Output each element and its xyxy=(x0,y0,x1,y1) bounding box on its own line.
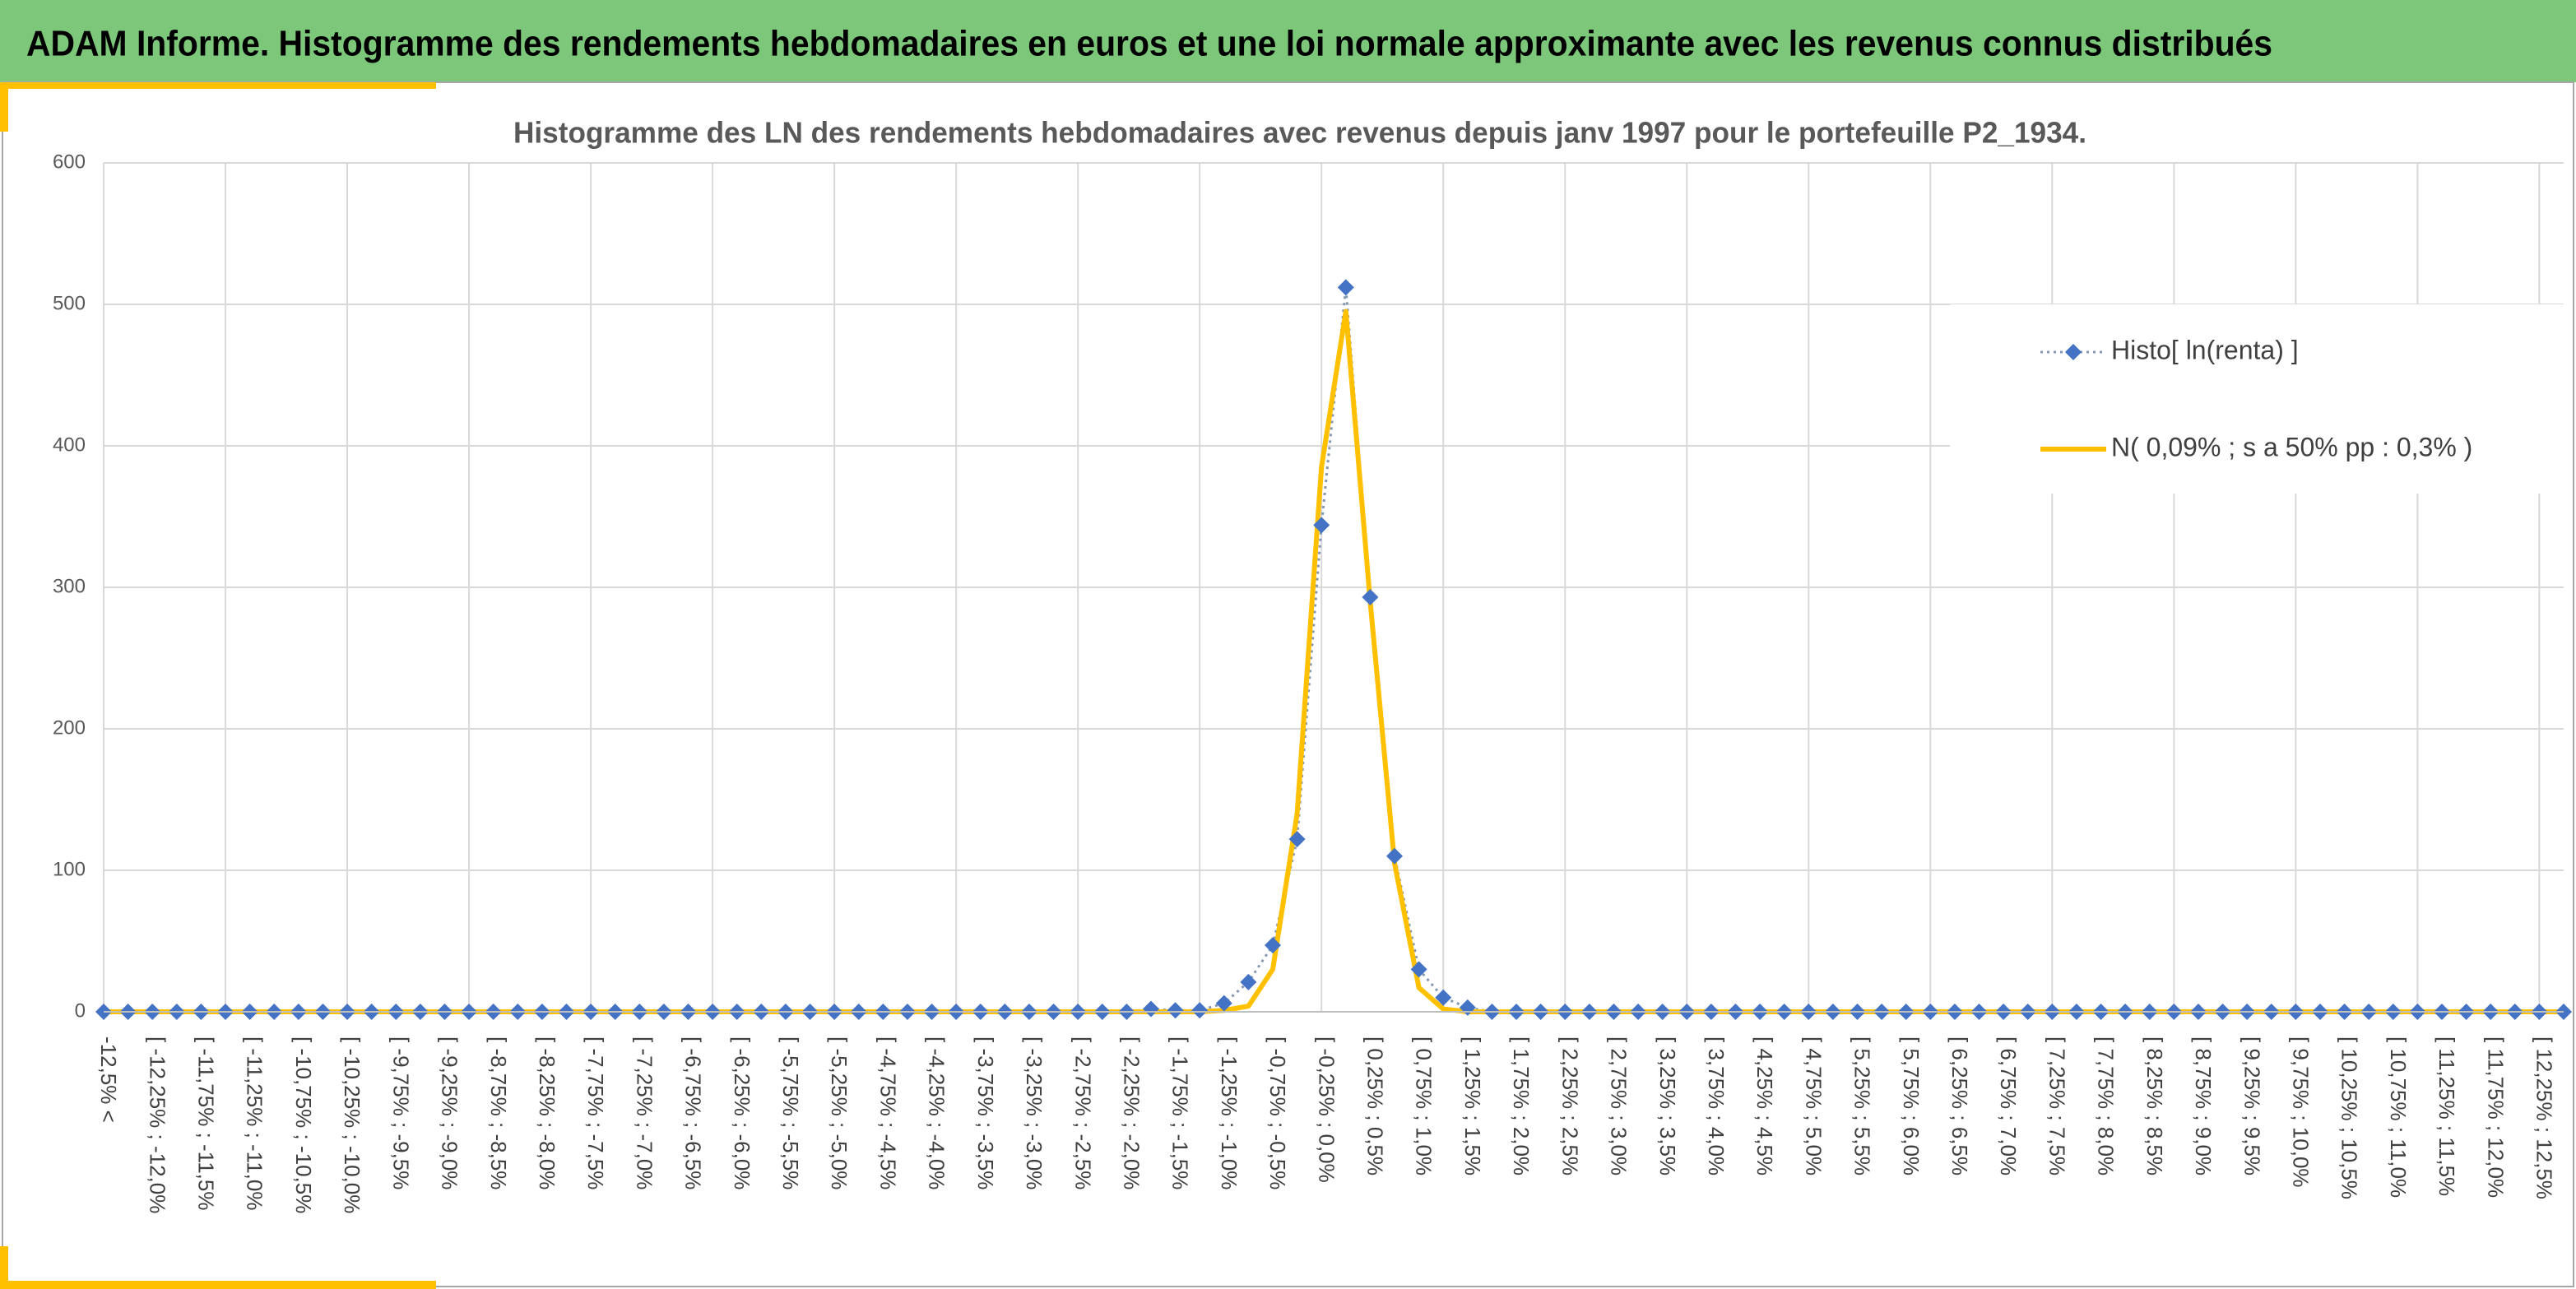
x-tick-label: [ 8,25% ; 8,5% xyxy=(2142,1036,2167,1175)
x-tick-label: [ -6,75% ; -6,5% xyxy=(681,1036,706,1189)
x-tick-label: [ -4,25% ; -4,0% xyxy=(925,1036,949,1189)
marker xyxy=(1288,831,1306,848)
accent xyxy=(0,1281,436,1289)
y-tick-label: 500 xyxy=(53,292,86,314)
marker xyxy=(1215,995,1232,1012)
marker xyxy=(1142,1000,1159,1018)
x-tick-label: [ -3,25% ; -3,0% xyxy=(1022,1036,1047,1189)
x-tick-label: [ -11,25% ; -11,0% xyxy=(243,1036,267,1210)
x-tick-label: [ -8,75% ; -8,5% xyxy=(486,1036,511,1189)
x-tick-label: [ 11,25% ; 11,5% xyxy=(2434,1036,2459,1196)
accent xyxy=(0,1246,8,1289)
x-tick-label: [ 0,25% ; 0,5% xyxy=(1363,1036,1388,1175)
x-tick-label: [ -5,25% ; -5,0% xyxy=(827,1036,852,1189)
x-tick-label: [ -0,25% ; 0,0% xyxy=(1314,1036,1339,1183)
x-tick-label: [ 3,75% ; 4,0% xyxy=(1704,1036,1729,1175)
marker xyxy=(1313,517,1330,534)
marker xyxy=(1362,589,1379,606)
legend-label: N( 0,09% ; s a 50% pp : 0,3% ) xyxy=(2111,432,2472,461)
y-tick-label: 100 xyxy=(53,858,86,880)
x-tick-label: [ -9,75% ; -9,5% xyxy=(388,1036,413,1189)
x-tick-label: [ 10,75% ; 11,0% xyxy=(2386,1036,2411,1198)
x-tick-label: [ 6,75% ; 7,0% xyxy=(1996,1036,2021,1175)
x-tick-label: [ 5,25% ; 5,5% xyxy=(1850,1036,1875,1175)
y-tick-label: 600 xyxy=(53,151,86,173)
x-tick-label: [ 7,75% ; 8,0% xyxy=(2094,1036,2119,1175)
x-tick-label: [ 9,25% ; 9,5% xyxy=(2239,1036,2264,1175)
marker xyxy=(1386,847,1404,865)
marker xyxy=(1191,1002,1209,1019)
x-tick-label: [ 2,75% ; 3,0% xyxy=(1607,1036,1631,1175)
x-tick-label: [ -4,75% ; -4,5% xyxy=(875,1036,900,1189)
x-tick-label: [ 3,25% ; 3,5% xyxy=(1655,1036,1680,1175)
y-tick-label: 400 xyxy=(53,434,86,456)
x-tick-label: [ -10,25% ; -10,0% xyxy=(340,1036,364,1213)
legend-marker xyxy=(2065,344,2082,360)
marker xyxy=(1264,937,1281,954)
x-tick-label: [ -2,25% ; -2,0% xyxy=(1119,1036,1144,1189)
x-tick-label: [ -8,25% ; -8,0% xyxy=(535,1036,559,1189)
marker xyxy=(1435,989,1452,1006)
x-tick-label: [ -11,75% ; -11,5% xyxy=(194,1036,219,1210)
marker xyxy=(1337,279,1354,296)
x-tick-label: [ 5,75% ; 6,0% xyxy=(1899,1036,1924,1175)
header-bar xyxy=(0,0,2576,82)
x-tick-label: [ 1,75% ; 2,0% xyxy=(1509,1036,1534,1175)
x-tick-label: [ -10,75% ; -10,5% xyxy=(291,1036,316,1213)
x-tick-label: [ -2,75% ; -2,5% xyxy=(1070,1036,1095,1189)
legend-box xyxy=(1950,304,2567,494)
y-tick-label: 0 xyxy=(75,999,86,1022)
x-tick-label: [ -6,25% ; -6,0% xyxy=(730,1036,754,1189)
chart-frame xyxy=(2,81,2574,1287)
chart-title: Histogramme des LN des rendements hebdom… xyxy=(513,116,2086,150)
y-tick-label: 300 xyxy=(53,575,86,597)
marker xyxy=(1240,973,1257,990)
accent xyxy=(0,82,8,132)
x-tick-label: [ -3,75% ; -3,5% xyxy=(973,1036,998,1189)
legend-label: Histo[ ln(renta) ] xyxy=(2111,335,2299,364)
x-tick-label: [ 11,75% ; 12,0% xyxy=(2483,1036,2508,1198)
x-tick-label: [ 2,25% ; 2,5% xyxy=(1557,1036,1582,1175)
x-tick-label: [ -9,25% ; -9,0% xyxy=(438,1036,462,1189)
accent xyxy=(0,82,436,89)
x-tick-label: [ 6,25% ; 6,5% xyxy=(1947,1036,1972,1175)
x-tick-label: [ -0,75% ; -0,5% xyxy=(1265,1036,1290,1189)
x-tick-label: -12,5% < xyxy=(96,1036,121,1123)
x-tick-label: [ 4,75% ; 5,0% xyxy=(1801,1036,1826,1175)
x-tick-label: [ -1,75% ; -1,5% xyxy=(1168,1036,1193,1189)
x-tick-label: [ -12,25% ; -12,0% xyxy=(145,1036,169,1213)
x-tick-label: [ 4,25% ; 4,5% xyxy=(1752,1036,1777,1175)
marker xyxy=(1410,961,1427,978)
x-tick-label: [ -5,75% ; -5,5% xyxy=(778,1036,803,1189)
x-tick-label: [ 1,25% ; 1,5% xyxy=(1460,1036,1485,1175)
x-tick-label: [ 0,75% ; 1,0% xyxy=(1412,1036,1437,1175)
x-tick-label: [ -7,75% ; -7,5% xyxy=(583,1036,608,1189)
x-tick-label: [ 8,75% ; 9,0% xyxy=(2191,1036,2216,1175)
marker xyxy=(1167,1002,1184,1019)
x-tick-label: [ -7,25% ; -7,0% xyxy=(632,1036,657,1189)
y-tick-label: 200 xyxy=(53,716,86,739)
x-tick-label: [ 10,25% ; 10,5% xyxy=(2337,1036,2362,1199)
x-tick-label: [ 9,75% ; 10,0% xyxy=(2288,1036,2313,1188)
header-title: ADAM Informe. Histogramme des rendements… xyxy=(26,24,2272,64)
x-tick-label: [ 12,25% ; 12,5% xyxy=(2532,1036,2557,1199)
x-tick-label: [ 7,25% ; 7,5% xyxy=(2045,1036,2069,1175)
x-tick-label: [ -1,25% ; -1,0% xyxy=(1217,1036,1242,1189)
